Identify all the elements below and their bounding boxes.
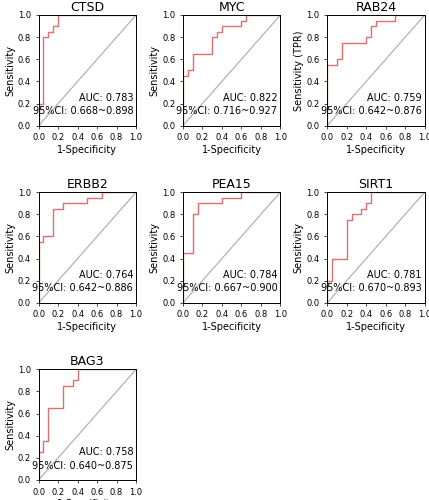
Title: ERBB2: ERBB2: [66, 178, 108, 191]
Text: AUC: 0.759: AUC: 0.759: [367, 93, 422, 103]
Title: PEA15: PEA15: [212, 178, 251, 191]
Text: AUC: 0.758: AUC: 0.758: [79, 448, 133, 458]
Title: RAB24: RAB24: [355, 1, 396, 14]
Text: AUC: 0.764: AUC: 0.764: [79, 270, 133, 280]
Title: SIRT1: SIRT1: [358, 178, 393, 191]
X-axis label: 1-Specificity: 1-Specificity: [346, 145, 406, 155]
X-axis label: 1-Specificity: 1-Specificity: [202, 322, 262, 332]
Y-axis label: Sensitivity: Sensitivity: [5, 222, 15, 273]
Text: AUC: 0.784: AUC: 0.784: [223, 270, 278, 280]
Y-axis label: Sensitivity: Sensitivity: [293, 222, 304, 273]
Text: AUC: 0.783: AUC: 0.783: [79, 93, 133, 103]
Title: MYC: MYC: [218, 1, 245, 14]
X-axis label: 1-Specificity: 1-Specificity: [57, 145, 118, 155]
Text: 95%CI: 0.670~0.893: 95%CI: 0.670~0.893: [321, 284, 422, 294]
Text: 95%CI: 0.668~0.898: 95%CI: 0.668~0.898: [33, 106, 133, 117]
X-axis label: 1-Specificity: 1-Specificity: [346, 322, 406, 332]
Text: 95%CI: 0.642~0.886: 95%CI: 0.642~0.886: [33, 284, 133, 294]
Text: 95%CI: 0.667~0.900: 95%CI: 0.667~0.900: [177, 284, 278, 294]
Y-axis label: Sensitivity (TPR): Sensitivity (TPR): [293, 30, 304, 110]
Y-axis label: Sensitivity: Sensitivity: [149, 45, 159, 96]
X-axis label: 1-Specificity: 1-Specificity: [202, 145, 262, 155]
Y-axis label: Sensitivity: Sensitivity: [5, 399, 15, 450]
Y-axis label: Sensitivity: Sensitivity: [149, 222, 159, 273]
Y-axis label: Sensitivity: Sensitivity: [5, 45, 15, 96]
Text: 95%CI: 0.642~0.876: 95%CI: 0.642~0.876: [321, 106, 422, 117]
X-axis label: 1-Specificity: 1-Specificity: [57, 322, 118, 332]
Title: BAG3: BAG3: [70, 355, 105, 368]
Text: 95%CI: 0.716~0.927: 95%CI: 0.716~0.927: [176, 106, 278, 117]
Title: CTSD: CTSD: [70, 1, 104, 14]
Text: 95%CI: 0.640~0.875: 95%CI: 0.640~0.875: [32, 460, 133, 470]
Text: AUC: 0.822: AUC: 0.822: [223, 93, 278, 103]
Text: AUC: 0.781: AUC: 0.781: [367, 270, 422, 280]
